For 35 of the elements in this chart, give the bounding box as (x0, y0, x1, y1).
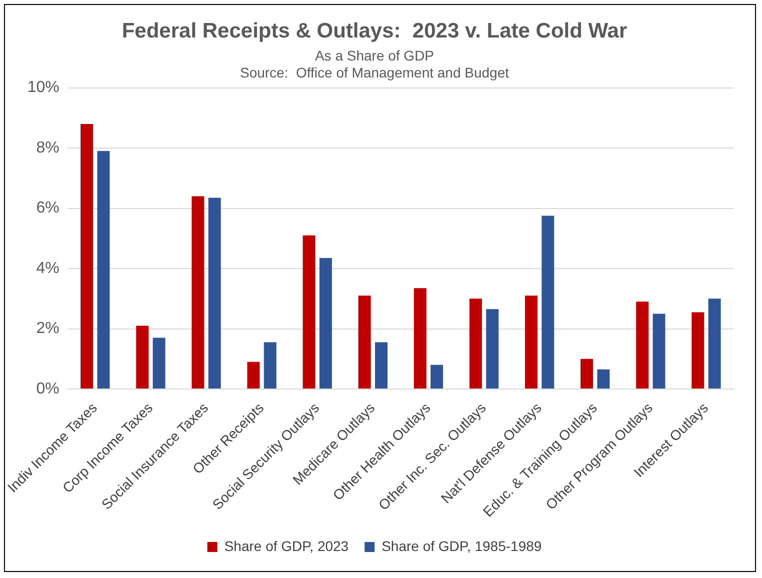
source-note: Source: Office of Management and Budget (240, 64, 510, 80)
bar (152, 338, 166, 388)
bar (469, 298, 482, 388)
bar (486, 309, 499, 388)
bar (430, 364, 444, 388)
bar (264, 342, 276, 388)
y-tick-label: 8% (36, 139, 60, 156)
bar (136, 326, 149, 388)
y-tick-label: 6% (36, 200, 60, 217)
bar (208, 198, 221, 388)
chart-title: Federal Receipts & Outlays: 2023 v. Late Cold War (122, 19, 628, 42)
bar (302, 235, 316, 388)
bar (358, 296, 371, 388)
bar (80, 124, 94, 388)
legend-label: Share of GDP, 2023 (224, 538, 349, 554)
bar (597, 369, 610, 388)
legend-label: Share of GDP, 1985-1989 (382, 538, 542, 554)
bar (414, 288, 426, 388)
bar (542, 216, 554, 388)
y-tick-label: 10% (27, 79, 60, 96)
bar (524, 296, 538, 388)
bar (192, 196, 204, 388)
bar (580, 358, 594, 388)
bar (652, 314, 666, 388)
bar (247, 362, 260, 388)
y-tick-label: 0% (36, 380, 60, 398)
bar (97, 151, 110, 388)
chart-subtitle: As a Share of GDP (314, 47, 434, 64)
bar (319, 258, 332, 388)
bar (374, 342, 388, 388)
bar (692, 312, 704, 388)
bar (708, 298, 721, 388)
bar (636, 302, 649, 388)
y-tick-label: 2% (36, 320, 60, 338)
y-tick-label: 4% (36, 260, 60, 277)
